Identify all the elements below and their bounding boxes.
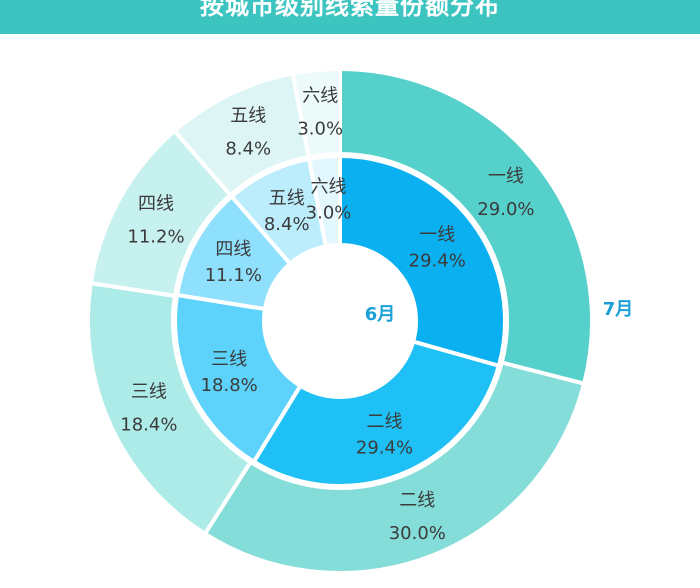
- outer-slice-2-category: 三线: [131, 382, 167, 403]
- outer-slice-4-category: 五线: [230, 106, 266, 127]
- inner-ring-june: [173, 153, 507, 488]
- inner-slice-2: [173, 292, 304, 465]
- inner-slice-2-value: 18.8%: [201, 375, 258, 396]
- inner-slice-5: [306, 153, 342, 249]
- inner-slice-1: [251, 339, 502, 488]
- title-banner: 按城市级别线索量份额分布: [0, 0, 700, 34]
- inner-slice-5-category: 六线: [311, 177, 347, 198]
- inner-slice-2-category: 三线: [211, 349, 247, 370]
- outer-series-label: 7月: [603, 299, 634, 320]
- outer-slice-0-category: 一线: [488, 166, 524, 187]
- chart-title: 按城市级别线索量份额分布: [200, 0, 500, 20]
- outer-slice-1-category: 二线: [399, 490, 435, 511]
- inner-slice-4-category: 五线: [269, 188, 305, 209]
- inner-slice-0-value: 29.4%: [409, 250, 466, 271]
- outer-slice-5-value: 3.0%: [297, 118, 343, 139]
- inner-slice-3-category: 四线: [215, 239, 251, 260]
- inner-slice-1-category: 二线: [367, 412, 403, 433]
- inner-slice-4-value: 8.4%: [264, 214, 310, 235]
- outer-ring-july: [86, 66, 594, 575]
- outer-slice-5-category: 六线: [302, 85, 338, 106]
- inner-slice-5-value: 3.0%: [306, 203, 352, 224]
- outer-slice-0-value: 29.0%: [477, 199, 534, 220]
- inner-slice-0-category: 一线: [419, 224, 455, 245]
- outer-slice-3-category: 四线: [138, 193, 174, 214]
- outer-slice-1-value: 30.0%: [389, 523, 446, 544]
- inner-slice-0: [338, 153, 507, 369]
- outer-slice-4-value: 8.4%: [225, 139, 271, 160]
- inner-slice-1-value: 29.4%: [356, 438, 413, 459]
- outer-slice-3-value: 11.2%: [127, 226, 184, 247]
- outer-slice-2-value: 18.4%: [120, 415, 177, 436]
- inner-series-label: 6月: [365, 304, 396, 325]
- inner-slice-3-value: 11.1%: [205, 265, 262, 286]
- slice-labels: 一线29.0%二线30.0%三线18.4%四线11.2%五线8.4%六线3.0%…: [120, 85, 534, 543]
